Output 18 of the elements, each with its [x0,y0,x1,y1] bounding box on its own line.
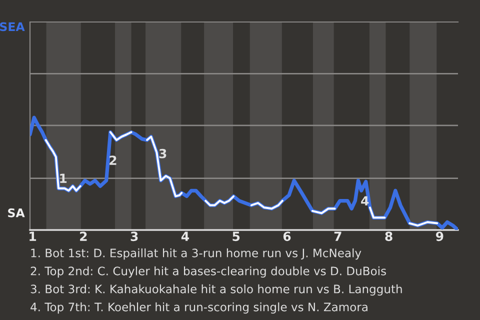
x-tick-label: 3 [130,232,138,242]
annotation: 2 [110,156,116,165]
text: 3. Bot 3rd: K. Kahakuokahale hit a solo home run vs B. Langguth [30,284,402,296]
text: 2. Top 2nd: C. Cuyler hit a bases-clearing double vs D. DuBois [30,266,386,278]
x-tick-label: 1 [30,232,36,241]
annotation: 1 [60,174,67,183]
x-tick-label: 2 [80,232,87,241]
text: 1. Bot 1st: D. Espaillat hit a 3-run home run vs J. McNealy [31,248,362,260]
text: SEA [0,22,25,32]
text: SA [8,208,25,218]
x-tick-label: 4 [181,232,189,241]
x-tick-label: 5 [232,232,240,242]
x-tick-label: 9 [436,232,444,242]
x-tick-label: 7 [334,232,342,241]
x-tick-label: 8 [385,232,392,242]
text: 4. Top 7th: T. Koehler hit a run-scoring single vs N. Zamora [30,302,368,314]
x-tick-label: 6 [283,232,291,242]
annotation: 3 [159,148,166,158]
